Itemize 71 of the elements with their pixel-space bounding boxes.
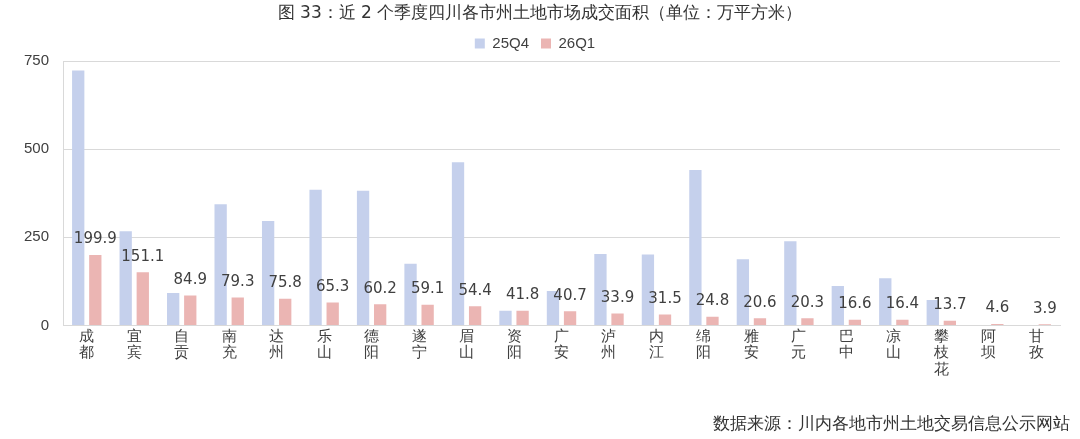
x-tick-label: 成都 — [79, 326, 95, 361]
data-label: 20.6 — [743, 292, 777, 311]
data-label: 79.3 — [221, 271, 255, 290]
data-label: 59.1 — [410, 279, 445, 298]
bar — [706, 316, 719, 325]
x-tick-label: 雅安 — [743, 326, 759, 361]
bar — [184, 295, 197, 325]
data-label: 199.9 — [73, 229, 117, 248]
data-label: 4.6 — [985, 298, 1010, 317]
source-note: 数据来源：川内各地市州土地交易信息公示网站 — [713, 412, 1070, 435]
data-label: 24.8 — [695, 291, 730, 310]
y-tick-label: 500 — [24, 139, 50, 157]
bar — [279, 298, 292, 325]
bar — [167, 293, 180, 325]
legend-label: 26Q1 — [558, 33, 596, 51]
bar — [326, 302, 339, 325]
y-tick-label: 750 — [24, 51, 50, 69]
bar — [943, 320, 957, 325]
data-label: 33.9 — [600, 287, 635, 306]
data-label: 40.7 — [553, 285, 587, 304]
data-label: 60.2 — [363, 278, 397, 297]
data-label: 20.3 — [790, 292, 825, 311]
data-label: 65.3 — [315, 276, 350, 295]
bar — [468, 306, 482, 325]
bar — [516, 310, 529, 325]
bar — [89, 255, 102, 325]
data-label: 151.1 — [121, 246, 165, 265]
bar — [231, 297, 244, 325]
x-tick-label: 南充 — [221, 326, 237, 361]
x-tick-label: 内江 — [648, 326, 664, 361]
y-tick-label: 250 — [24, 227, 50, 245]
x-tick-label: 德阳 — [364, 326, 380, 361]
bar — [658, 314, 672, 325]
bar — [611, 313, 624, 325]
x-tick-label: 绵阳 — [696, 326, 712, 361]
x-tick-label: 泸州 — [601, 326, 617, 361]
data-label: 84.9 — [173, 269, 207, 288]
data-label: 16.6 — [838, 294, 872, 313]
x-tick-label: 达州 — [269, 326, 285, 361]
x-tick-label: 资阳 — [506, 326, 522, 361]
x-tick-label: 宜宾 — [126, 326, 142, 361]
bar — [374, 304, 387, 325]
bar — [499, 310, 512, 325]
data-label: 3.9 — [1032, 298, 1057, 317]
legend-label: 25Q4 — [492, 33, 530, 51]
data-label: 16.4 — [885, 294, 920, 313]
chart-title: 图 33：近 2 个季度四川各市州土地市场成交面积（单位：万平方米） — [276, 1, 804, 24]
data-label: 31.5 — [648, 288, 682, 307]
data-label: 41.8 — [505, 285, 540, 304]
x-tick-label: 阿坝 — [980, 326, 997, 361]
data-label: 54.4 — [458, 280, 492, 299]
bar — [896, 319, 909, 325]
x-tick-label: 广元 — [791, 326, 807, 361]
bar — [421, 304, 434, 325]
bar — [136, 272, 149, 325]
x-tick-label: 自贡 — [174, 326, 190, 361]
x-tick-label: 眉山 — [459, 326, 475, 361]
bar — [753, 318, 767, 325]
x-tick-label: 攀枝花 — [932, 326, 949, 377]
bar — [848, 319, 862, 325]
x-tick-label: 遂宁 — [411, 326, 427, 361]
x-tick-label: 甘孜 — [1028, 326, 1044, 361]
y-tick-label: 0 — [40, 315, 50, 333]
x-tick-label: 凉山 — [886, 326, 902, 361]
x-tick-label: 乐山 — [316, 326, 332, 361]
bar — [801, 318, 814, 325]
data-label: 13.7 — [933, 295, 967, 314]
x-tick-label: 广安 — [554, 326, 570, 361]
bar — [563, 311, 577, 325]
data-label: 75.8 — [268, 273, 302, 292]
x-tick-label: 巴中 — [838, 326, 854, 361]
